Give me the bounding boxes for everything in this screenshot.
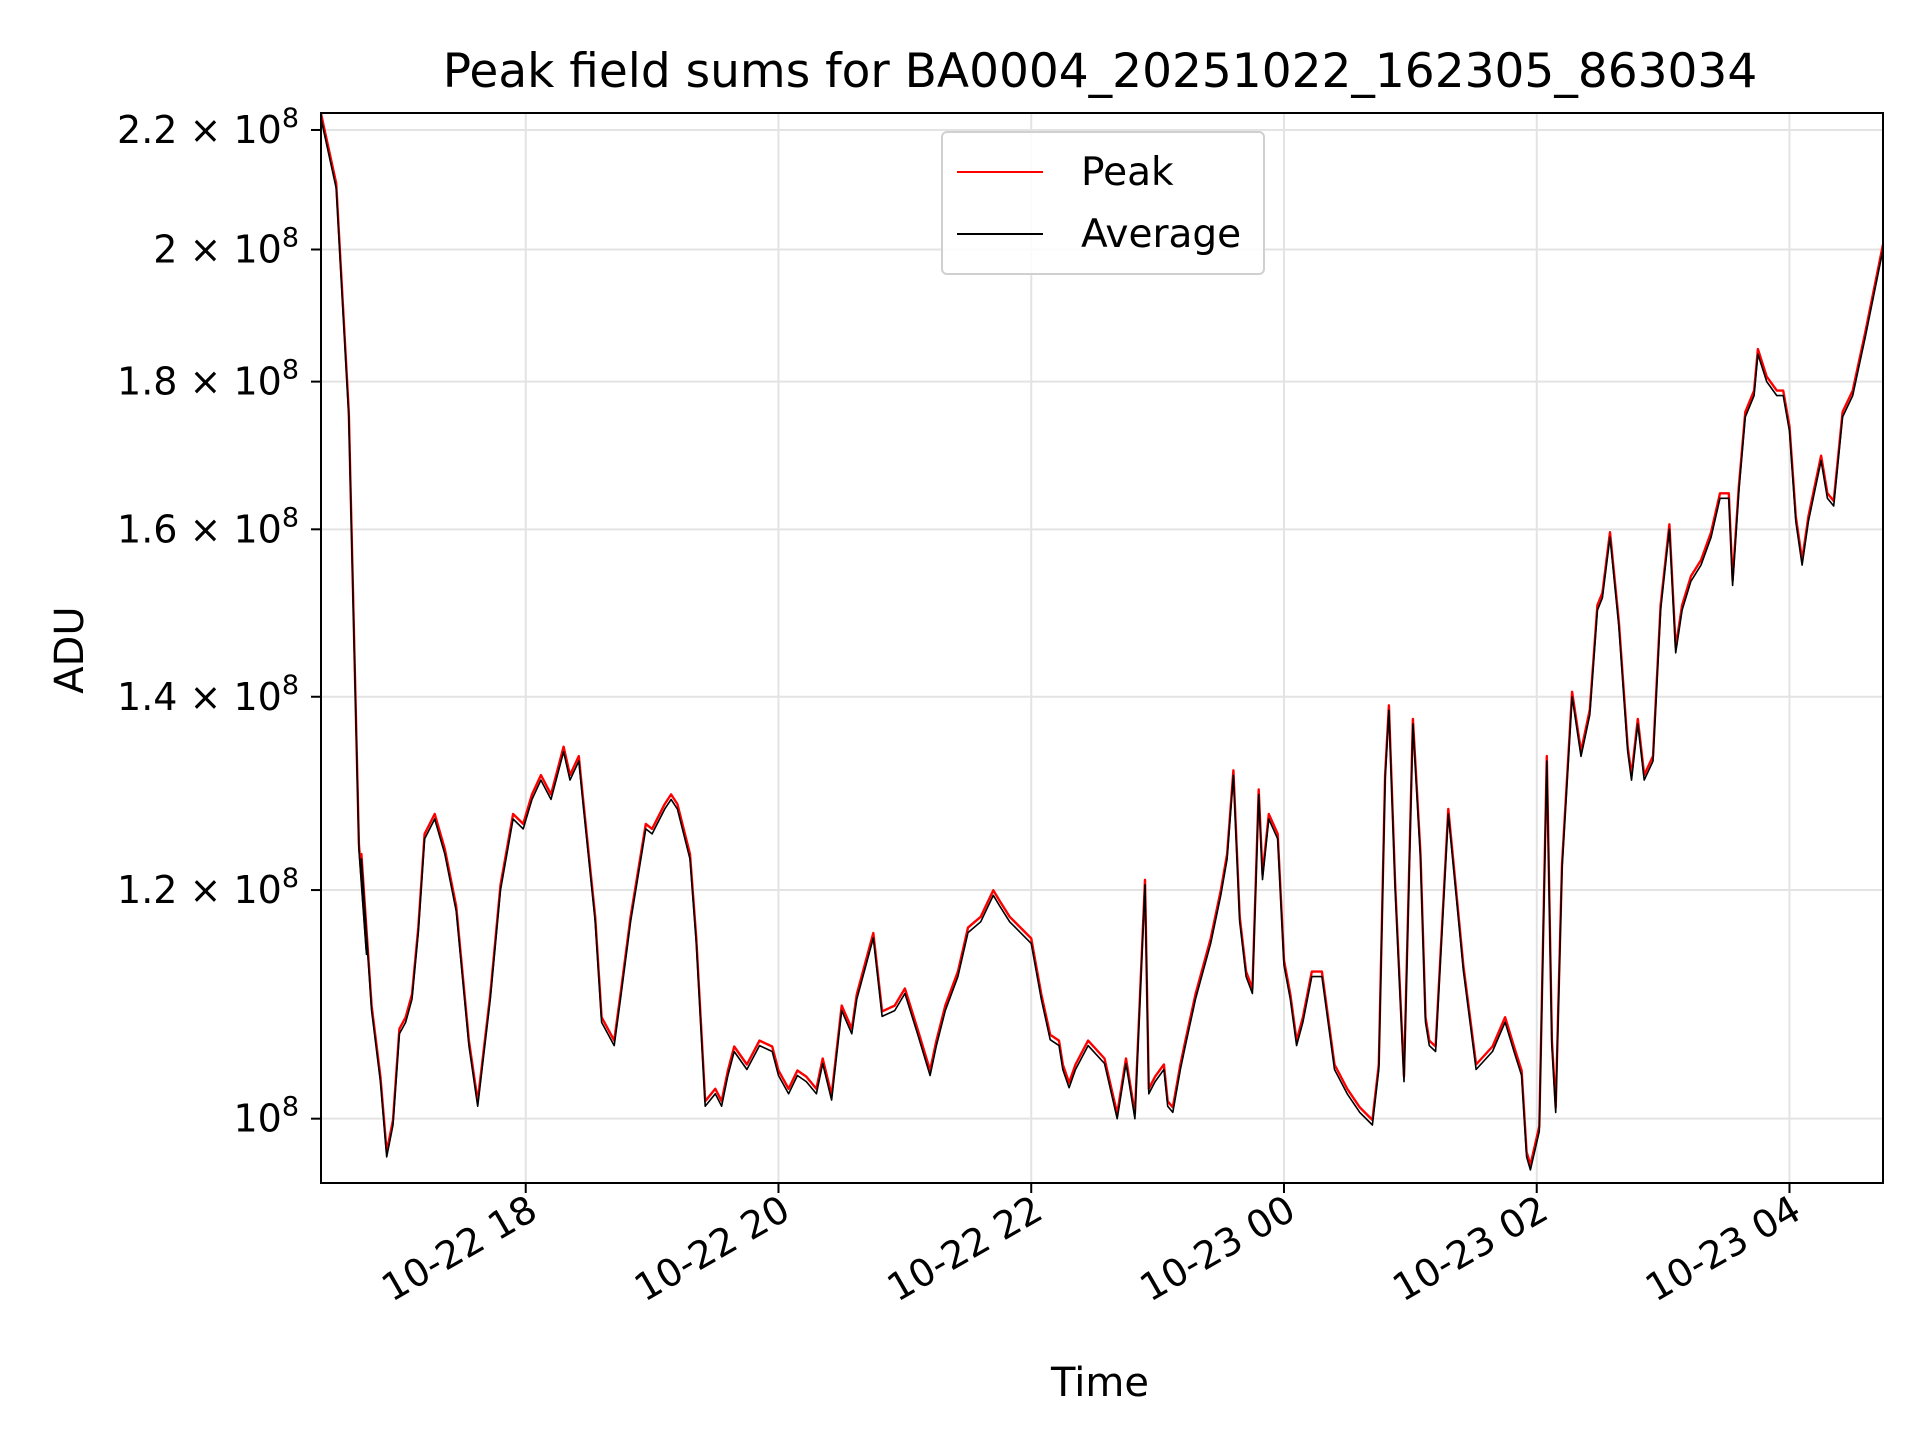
- y-tick-label: 2.2 × 108: [117, 103, 299, 152]
- x-tick-label: 10-22 18: [374, 1187, 544, 1311]
- y-axis-ticks: 108 1.2 × 108 1.4 × 108 1.6 × 108 1.8 × 108 2…: [117, 103, 321, 1141]
- legend: Peak Average: [941, 131, 1265, 275]
- x-axis-ticks: 10-22 18 10-22 20 10-22 22 10-23 00 10-23 02…: [374, 1183, 1808, 1310]
- y-tick-label: 1.8 × 108: [117, 355, 299, 404]
- x-tick-label: 10-22 22: [880, 1187, 1050, 1311]
- x-tick-label: 10-22 20: [627, 1187, 797, 1311]
- chart-title: Peak field sums for BA0004_20251022_1623…: [442, 44, 1758, 99]
- legend-item-average: Average: [957, 211, 1242, 257]
- y-tick-label: 1.6 × 108: [117, 502, 299, 551]
- y-tick-label: 108: [233, 1092, 299, 1141]
- legend-swatch-average: [957, 233, 1043, 235]
- legend-label-average: Average: [1081, 211, 1242, 257]
- y-tick-label: 1.2 × 108: [117, 863, 299, 912]
- x-tick-label: 10-23 00: [1133, 1187, 1303, 1311]
- grid-lines: [321, 113, 1883, 1183]
- legend-item-peak: Peak: [957, 149, 1174, 195]
- x-tick-label: 10-23 04: [1638, 1187, 1808, 1311]
- plot-frame: [320, 112, 1884, 1184]
- legend-label-peak: Peak: [1081, 149, 1174, 195]
- y-tick-label: 1.4 × 108: [117, 670, 299, 719]
- plot-area: [319, 113, 1885, 1171]
- y-axis-label: ADU: [47, 606, 93, 694]
- y-tick-label: 2 × 108: [153, 222, 299, 271]
- x-tick-label: 10-23 02: [1385, 1187, 1555, 1311]
- series-line-average: [320, 118, 1884, 1171]
- x-axis-label: Time: [1051, 1360, 1149, 1406]
- legend-swatch-peak: [957, 171, 1043, 173]
